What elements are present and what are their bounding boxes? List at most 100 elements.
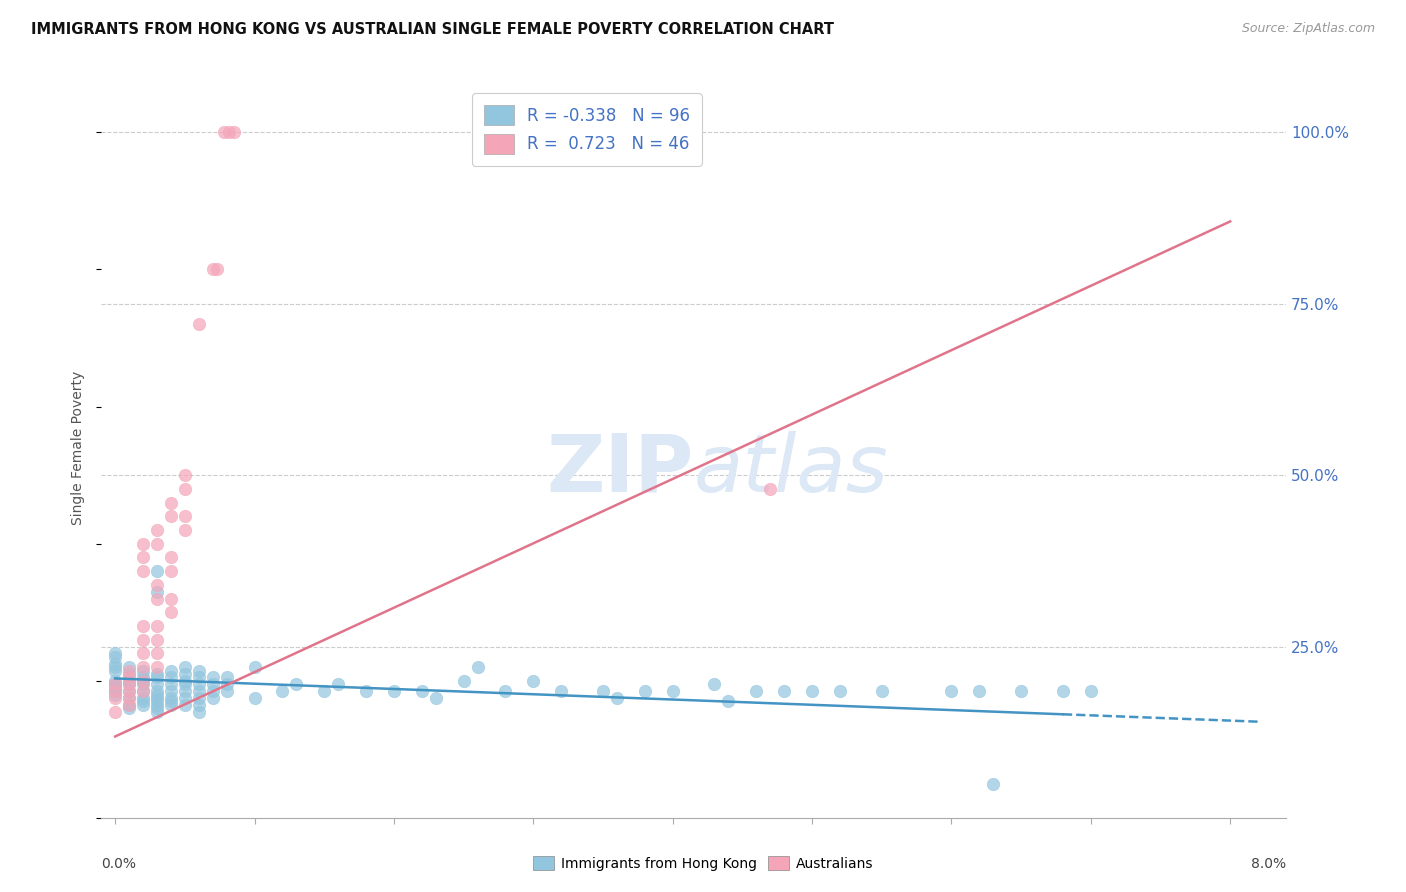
Point <box>173 523 195 537</box>
Point <box>146 677 169 691</box>
Point <box>104 681 127 695</box>
Point <box>118 690 141 705</box>
Point <box>146 670 169 684</box>
Point <box>981 777 1004 791</box>
Point <box>146 619 169 633</box>
Point <box>173 673 195 688</box>
Point <box>173 509 195 524</box>
Point <box>118 701 141 715</box>
Point <box>160 677 183 691</box>
Point <box>243 660 266 674</box>
Point <box>1080 684 1102 698</box>
Point <box>606 690 628 705</box>
Point <box>104 673 127 688</box>
Point <box>173 690 195 705</box>
Point <box>146 694 169 708</box>
Point <box>592 684 614 698</box>
Point <box>187 705 209 719</box>
Point <box>104 705 127 719</box>
Point <box>173 660 195 674</box>
Point <box>969 684 991 698</box>
Point <box>104 664 127 678</box>
Point <box>160 550 183 565</box>
Point <box>187 684 209 698</box>
Point <box>1010 684 1032 698</box>
Point <box>160 591 183 606</box>
Point <box>759 482 782 496</box>
Text: Source: ZipAtlas.com: Source: ZipAtlas.com <box>1241 22 1375 36</box>
Point <box>104 690 127 705</box>
Point <box>425 690 447 705</box>
Point <box>104 646 127 660</box>
Point <box>132 646 155 660</box>
Point <box>160 670 183 684</box>
Point <box>215 670 238 684</box>
Point <box>118 670 141 684</box>
Point <box>173 677 195 691</box>
Legend: R = -0.338   N = 96, R =  0.723   N = 46: R = -0.338 N = 96, R = 0.723 N = 46 <box>472 93 702 166</box>
Point <box>173 468 195 483</box>
Point <box>1052 684 1074 698</box>
Point <box>118 684 141 698</box>
Point <box>187 690 209 705</box>
Point <box>118 673 141 688</box>
Point <box>522 673 544 688</box>
Point <box>160 698 183 712</box>
Point <box>828 684 851 698</box>
Point <box>550 684 572 698</box>
Point <box>132 619 155 633</box>
Point <box>118 677 141 691</box>
Point <box>205 262 228 277</box>
Point <box>271 684 294 698</box>
Point <box>173 698 195 712</box>
Point <box>132 673 155 688</box>
Point <box>160 684 183 698</box>
Point <box>243 690 266 705</box>
Point <box>132 660 155 674</box>
Point <box>132 684 155 698</box>
Point <box>146 660 169 674</box>
Point <box>201 690 224 705</box>
Point <box>453 673 475 688</box>
Point <box>132 698 155 712</box>
Point <box>132 684 155 698</box>
Point <box>146 578 169 592</box>
Point <box>118 684 141 698</box>
Point <box>132 673 155 688</box>
Point <box>132 694 155 708</box>
Point <box>118 660 141 674</box>
Point <box>160 694 183 708</box>
Y-axis label: Single Female Poverty: Single Female Poverty <box>72 370 86 524</box>
Text: 8.0%: 8.0% <box>1251 857 1286 871</box>
Point <box>160 605 183 619</box>
Point <box>132 690 155 705</box>
Point <box>146 690 169 705</box>
Point <box>745 684 768 698</box>
Point <box>146 688 169 702</box>
Point <box>104 649 127 664</box>
Point <box>104 688 127 702</box>
Point <box>146 701 169 715</box>
Point <box>661 684 683 698</box>
Point <box>118 698 141 712</box>
Point <box>118 664 141 678</box>
Point <box>118 677 141 691</box>
Point <box>146 698 169 712</box>
Point <box>328 677 350 691</box>
Point <box>870 684 893 698</box>
Point <box>146 632 169 647</box>
Point <box>146 667 169 681</box>
Point <box>132 550 155 565</box>
Point <box>467 660 489 674</box>
Point <box>160 509 183 524</box>
Point <box>146 536 169 550</box>
Point <box>212 125 235 139</box>
Point <box>146 564 169 578</box>
Point <box>215 684 238 698</box>
Point <box>773 684 796 698</box>
Point <box>201 677 224 691</box>
Point <box>146 705 169 719</box>
Point <box>187 664 209 678</box>
Point <box>146 523 169 537</box>
Point <box>146 646 169 660</box>
